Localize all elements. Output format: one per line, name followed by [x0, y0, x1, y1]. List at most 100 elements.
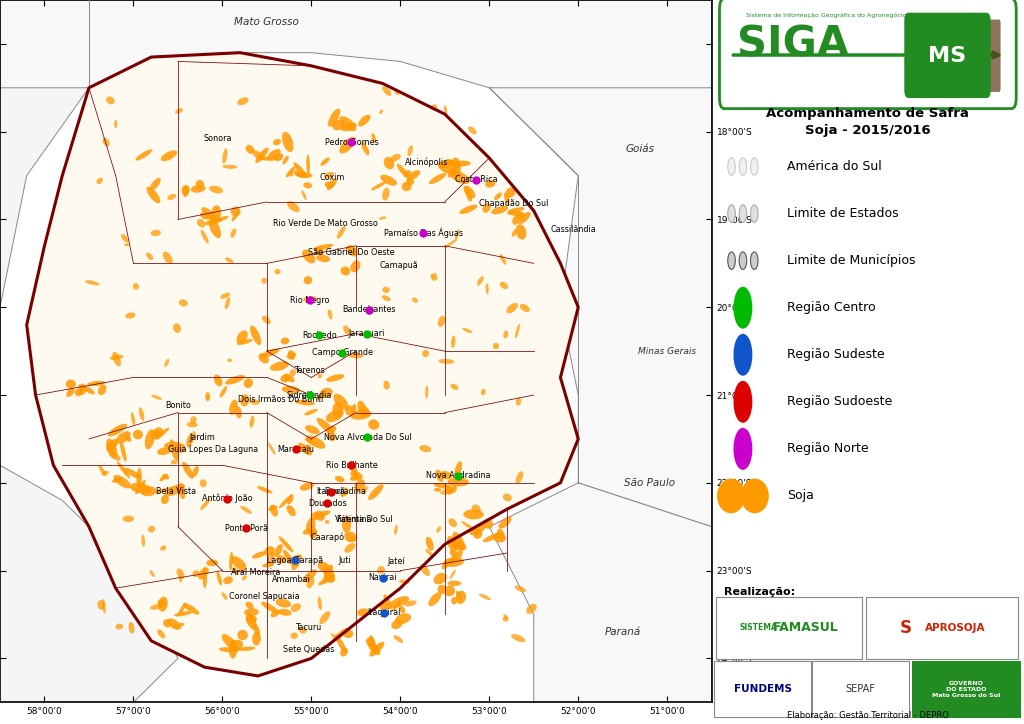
Ellipse shape: [150, 604, 163, 610]
FancyBboxPatch shape: [714, 661, 811, 717]
Ellipse shape: [287, 201, 300, 212]
Text: América do Sul: América do Sul: [786, 160, 882, 173]
Ellipse shape: [200, 479, 207, 487]
Ellipse shape: [161, 151, 177, 161]
Ellipse shape: [286, 166, 296, 177]
Ellipse shape: [434, 488, 441, 492]
Ellipse shape: [358, 114, 371, 127]
Ellipse shape: [268, 505, 278, 510]
Ellipse shape: [209, 185, 223, 193]
Ellipse shape: [447, 163, 459, 177]
Ellipse shape: [167, 194, 176, 200]
Ellipse shape: [114, 475, 131, 489]
Ellipse shape: [261, 602, 279, 613]
Ellipse shape: [422, 350, 429, 357]
Ellipse shape: [244, 608, 259, 616]
Ellipse shape: [222, 634, 238, 649]
Ellipse shape: [225, 258, 233, 263]
Ellipse shape: [112, 478, 122, 483]
Ellipse shape: [236, 406, 242, 418]
Ellipse shape: [500, 254, 507, 265]
Ellipse shape: [397, 164, 409, 177]
Text: SISTEMA: SISTEMA: [739, 623, 777, 632]
Ellipse shape: [450, 550, 456, 557]
Ellipse shape: [455, 229, 459, 242]
Ellipse shape: [106, 439, 118, 451]
Ellipse shape: [325, 520, 330, 523]
Text: S: S: [899, 619, 911, 636]
Text: Limite de Municípios: Limite de Municípios: [786, 254, 915, 267]
Ellipse shape: [75, 389, 82, 396]
Text: Região Sudeste: Região Sudeste: [786, 348, 885, 361]
Text: FUNDEMS: FUNDEMS: [733, 684, 792, 694]
Ellipse shape: [331, 634, 340, 643]
Text: Fátima Do Sul: Fátima Do Sul: [337, 515, 392, 524]
Ellipse shape: [319, 611, 331, 624]
Ellipse shape: [401, 182, 412, 191]
Ellipse shape: [507, 211, 514, 215]
Ellipse shape: [394, 90, 399, 95]
Text: Paraná: Paraná: [604, 627, 641, 637]
Ellipse shape: [461, 521, 474, 530]
Ellipse shape: [174, 611, 191, 616]
Ellipse shape: [289, 172, 294, 177]
Ellipse shape: [270, 610, 281, 617]
Ellipse shape: [193, 466, 199, 477]
Ellipse shape: [495, 193, 502, 200]
Ellipse shape: [279, 536, 293, 552]
Ellipse shape: [403, 170, 411, 177]
Ellipse shape: [276, 555, 286, 563]
Ellipse shape: [516, 224, 526, 240]
Text: Sidrolândia: Sidrolândia: [287, 390, 332, 400]
Polygon shape: [0, 0, 89, 483]
Ellipse shape: [317, 561, 331, 573]
Ellipse shape: [124, 243, 129, 246]
Ellipse shape: [175, 108, 183, 114]
Ellipse shape: [197, 219, 206, 227]
Ellipse shape: [163, 251, 173, 264]
Ellipse shape: [433, 483, 451, 489]
Ellipse shape: [193, 431, 197, 438]
FancyBboxPatch shape: [866, 597, 1018, 659]
Ellipse shape: [302, 569, 317, 582]
Text: Rio Verde De Mato Grosso: Rio Verde De Mato Grosso: [273, 219, 378, 228]
Ellipse shape: [324, 172, 334, 178]
Text: Amambai: Amambai: [272, 575, 311, 584]
Ellipse shape: [281, 337, 289, 345]
Text: Dois Irmãos Do Buriti: Dois Irmãos Do Buriti: [238, 395, 323, 404]
Ellipse shape: [516, 471, 523, 484]
Ellipse shape: [318, 575, 335, 585]
Ellipse shape: [456, 591, 462, 600]
Ellipse shape: [190, 185, 206, 193]
Circle shape: [728, 205, 735, 222]
Ellipse shape: [377, 566, 385, 574]
Ellipse shape: [262, 316, 270, 324]
Text: Juti: Juti: [339, 555, 351, 565]
Text: Rio Negro: Rio Negro: [290, 295, 330, 305]
Ellipse shape: [371, 182, 386, 190]
Ellipse shape: [425, 549, 434, 557]
Ellipse shape: [526, 604, 537, 614]
Ellipse shape: [264, 547, 274, 556]
Text: Sete Quedas: Sete Quedas: [283, 645, 335, 654]
Ellipse shape: [303, 182, 312, 188]
Ellipse shape: [250, 326, 261, 345]
Ellipse shape: [160, 545, 166, 551]
Ellipse shape: [443, 105, 447, 115]
Ellipse shape: [326, 426, 336, 434]
Text: Jaraguari: Jaraguari: [348, 329, 385, 338]
Text: Parnaíso Das Águas: Parnaíso Das Águas: [384, 227, 463, 238]
Ellipse shape: [270, 361, 289, 371]
Ellipse shape: [357, 608, 370, 616]
Ellipse shape: [505, 188, 516, 198]
Ellipse shape: [141, 534, 145, 547]
Ellipse shape: [428, 592, 441, 606]
Ellipse shape: [300, 482, 314, 491]
Ellipse shape: [337, 226, 345, 239]
Ellipse shape: [339, 117, 356, 131]
Ellipse shape: [221, 592, 227, 600]
Ellipse shape: [483, 518, 494, 529]
Ellipse shape: [205, 392, 210, 401]
Ellipse shape: [231, 211, 239, 222]
Ellipse shape: [279, 495, 292, 508]
